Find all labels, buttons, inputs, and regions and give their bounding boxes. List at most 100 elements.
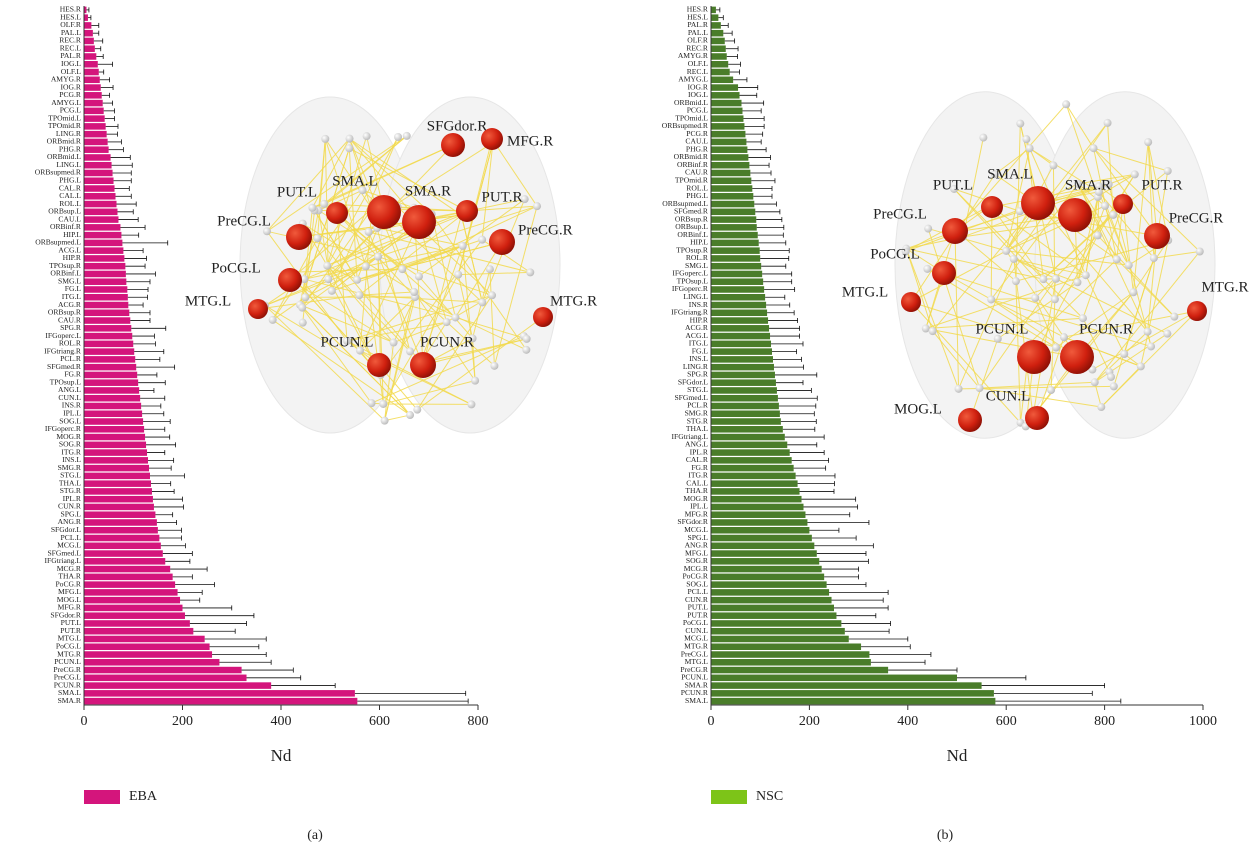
node-label: PCUN.L xyxy=(321,334,374,350)
error-bar xyxy=(180,598,200,603)
error-bar xyxy=(767,310,794,315)
error-bar xyxy=(764,287,795,292)
error-bar xyxy=(137,372,157,377)
bar xyxy=(84,488,152,495)
bar xyxy=(84,511,155,518)
node xyxy=(1104,119,1112,127)
node xyxy=(328,287,336,295)
error-bar xyxy=(136,365,174,370)
error-bar xyxy=(109,147,124,152)
error-bar xyxy=(132,334,154,339)
error-bar xyxy=(745,132,762,137)
node xyxy=(486,265,494,273)
bar xyxy=(711,61,728,68)
bar xyxy=(711,473,796,480)
error-bar xyxy=(778,396,817,401)
node xyxy=(924,225,932,233)
node xyxy=(1120,350,1128,358)
error-bar xyxy=(755,209,780,214)
bar xyxy=(711,333,770,340)
error-bar xyxy=(812,536,856,541)
error-bar xyxy=(817,551,866,556)
error-bar xyxy=(111,155,131,160)
error-bar xyxy=(102,93,110,98)
error-bar xyxy=(754,202,776,207)
x-tick-label: 0 xyxy=(81,714,88,729)
bar xyxy=(84,294,128,301)
error-bar xyxy=(869,652,931,657)
error-bar xyxy=(108,139,122,144)
node xyxy=(1002,247,1010,255)
bar xyxy=(711,675,957,682)
node xyxy=(1129,288,1137,296)
error-bar xyxy=(94,38,103,43)
bar xyxy=(84,379,138,386)
node-label: PUT.R xyxy=(482,189,523,205)
error-bar xyxy=(127,287,148,292)
bar xyxy=(84,69,99,76)
bar xyxy=(711,7,716,14)
node xyxy=(490,362,498,370)
bar xyxy=(84,698,357,705)
node xyxy=(987,295,995,303)
bar xyxy=(84,123,106,130)
bar xyxy=(84,154,111,161)
error-bar xyxy=(143,419,170,424)
node xyxy=(374,253,382,261)
node xyxy=(1082,271,1090,279)
error-bar xyxy=(107,132,118,137)
bar xyxy=(84,675,247,682)
error-bar xyxy=(98,62,113,67)
bar xyxy=(711,146,747,153)
error-bar xyxy=(165,559,190,564)
bar xyxy=(711,527,809,534)
x-tick-label: 200 xyxy=(799,714,820,729)
bar xyxy=(84,605,183,612)
node xyxy=(467,400,475,408)
hub-node xyxy=(1058,198,1092,232)
node xyxy=(1047,386,1055,394)
bar xyxy=(84,543,161,550)
bar xyxy=(84,240,122,247)
bar xyxy=(711,651,869,658)
hub-node xyxy=(1021,186,1055,220)
bar xyxy=(84,535,159,542)
error-bar xyxy=(730,70,740,75)
node xyxy=(353,276,361,284)
figure: SFGdor.RMFG.RPUT.LSMA.LSMA.RPUT.RPreCG.L… xyxy=(0,0,1260,850)
bar xyxy=(84,659,219,666)
node xyxy=(471,377,479,385)
hub-node xyxy=(410,352,436,378)
error-bar xyxy=(809,528,839,533)
bar xyxy=(711,100,742,107)
error-bar xyxy=(135,357,160,362)
error-bar xyxy=(752,186,772,191)
error-bar xyxy=(101,85,113,90)
bar xyxy=(711,271,762,278)
error-bar xyxy=(765,295,785,300)
error-bar xyxy=(161,543,186,548)
node-label: MTG.L xyxy=(842,284,888,300)
node xyxy=(1012,277,1020,285)
bar xyxy=(84,333,132,340)
node-label: SMA.L xyxy=(332,173,377,189)
bar xyxy=(711,302,766,309)
error-bar xyxy=(802,497,856,502)
node xyxy=(345,144,353,152)
bar xyxy=(711,115,743,122)
bar xyxy=(711,193,753,200)
error-bar xyxy=(725,38,735,43)
bar xyxy=(711,480,798,487)
bar xyxy=(711,643,861,650)
error-bar xyxy=(751,178,775,183)
bar xyxy=(711,154,748,161)
error-bar xyxy=(158,528,182,533)
node-label: SMA.R xyxy=(405,183,451,199)
bar xyxy=(84,550,163,557)
error-bar xyxy=(749,163,769,168)
bar xyxy=(84,84,101,91)
node xyxy=(1052,344,1060,352)
legend-swatch xyxy=(84,790,120,804)
node xyxy=(1073,278,1081,286)
error-bar xyxy=(130,318,150,323)
